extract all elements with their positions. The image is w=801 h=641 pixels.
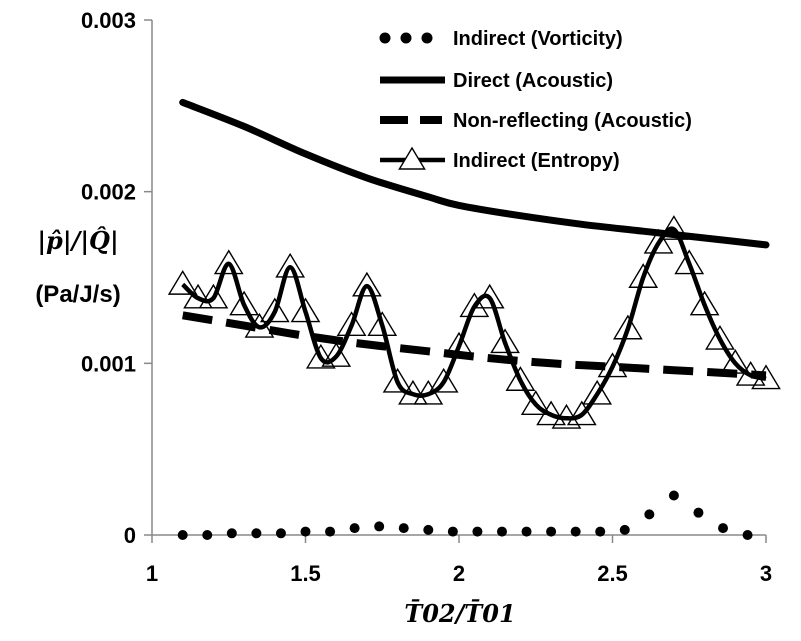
entropy-point (582, 379, 613, 405)
entropy-point (566, 400, 597, 426)
vorticity-point (496, 526, 507, 537)
vorticity-point (595, 526, 606, 537)
vorticity-point (251, 528, 262, 539)
vorticity-point (325, 526, 336, 537)
entropy-point (597, 352, 628, 378)
entropy-point (290, 297, 321, 323)
entropy-point (520, 390, 551, 415)
tick-labels: 0 0.001 0.002 0.003 1 1.5 2 2.5 3 (81, 8, 772, 586)
entropy-point (367, 311, 398, 337)
entropy-point (259, 297, 290, 323)
vorticity-point (275, 528, 286, 539)
entropy-point (689, 290, 720, 316)
entropy-point (183, 283, 213, 309)
y-tick-label: 0 (124, 523, 136, 548)
non-reflecting-line (182, 311, 767, 380)
entropy-point (336, 311, 367, 337)
entropy-point (213, 249, 244, 275)
x-tick-label: 2 (453, 561, 465, 586)
entropy-point (659, 215, 689, 240)
vorticity-point (693, 507, 704, 518)
entropy-point (382, 367, 413, 393)
entropy-point (612, 314, 643, 340)
vorticity-point (644, 509, 655, 520)
entropy-point (751, 364, 781, 390)
legend-item: Indirect (Entropy) (380, 146, 620, 172)
legend-label: Indirect (Entropy) (453, 150, 620, 172)
entropy-point (505, 366, 536, 391)
vorticity-point (374, 521, 385, 532)
x-axis-label: T̄02/T̄01 (404, 599, 515, 628)
entropy-point (536, 400, 566, 426)
y-axis-unit: (Pa/J/s) (35, 281, 120, 308)
x-tick-label: 1.5 (290, 561, 321, 586)
entropy-point (674, 249, 705, 275)
vorticity-point (472, 526, 483, 537)
legend-label: Non-reflecting (Acoustic) (453, 110, 692, 132)
vorticity-point (718, 523, 729, 534)
vorticity-point (202, 530, 213, 540)
y-axis-title-group: |p̂|/|Q̂| (Pa/J/s) (35, 226, 120, 308)
vorticity-point (570, 526, 581, 537)
entropy-point (643, 228, 674, 254)
legend-swatch (400, 32, 412, 44)
vorticity-point (668, 490, 679, 501)
vorticity-point (619, 524, 630, 535)
y-tick-label: 0.003 (81, 8, 136, 33)
vorticity-point (546, 526, 557, 537)
legend-label: Indirect (Vorticity) (453, 28, 623, 50)
vorticity-point (521, 526, 532, 537)
entropy-point (735, 360, 766, 386)
entropy-point (720, 348, 751, 374)
vorticity-point (300, 526, 311, 537)
entropy-point (628, 263, 659, 288)
legend-item: Non-reflecting (Acoustic) (380, 110, 692, 132)
entropy-point (474, 283, 505, 309)
vorticity-point (349, 523, 360, 534)
entropy-point (229, 290, 259, 316)
entropy-point (459, 292, 490, 318)
entropy-point (167, 270, 198, 295)
y-tick-label: 0.002 (81, 180, 136, 205)
legend-item: Indirect (Vorticity) (379, 28, 623, 50)
legend-swatch (398, 146, 426, 170)
entropy-line (181, 226, 767, 421)
entropy-point (444, 331, 474, 357)
vorticity-point (398, 523, 409, 534)
series-group (167, 98, 781, 540)
entropy-point (244, 312, 275, 338)
entropy-point (490, 328, 520, 354)
vorticity-point (423, 524, 434, 535)
x-tick-label: 3 (760, 561, 772, 586)
vorticity-point (447, 526, 458, 537)
entropy-point (352, 271, 382, 297)
vorticity-point (177, 530, 188, 540)
vorticity-point (226, 528, 237, 539)
legend-swatch (379, 32, 391, 44)
x-tick-label: 1 (146, 561, 158, 586)
entropy-point (198, 283, 229, 309)
y-axis-label: |p̂|/|Q̂| (37, 226, 118, 255)
vorticity-point (742, 530, 753, 540)
legend-swatch (421, 32, 433, 44)
entropy-point (705, 324, 735, 350)
y-tick-label: 0.001 (81, 351, 136, 376)
legend: Indirect (Vorticity) Direct (Acoustic) Non… (379, 28, 692, 172)
direct-acoustic-line (179, 98, 770, 249)
entropy-point (428, 367, 459, 393)
entropy-point (275, 252, 306, 278)
entropy-point (321, 342, 352, 367)
legend-item: Direct (Acoustic) (380, 70, 613, 92)
legend-label: Direct (Acoustic) (453, 70, 613, 92)
x-tick-label: 2.5 (597, 561, 628, 586)
entropy-point (398, 379, 428, 405)
